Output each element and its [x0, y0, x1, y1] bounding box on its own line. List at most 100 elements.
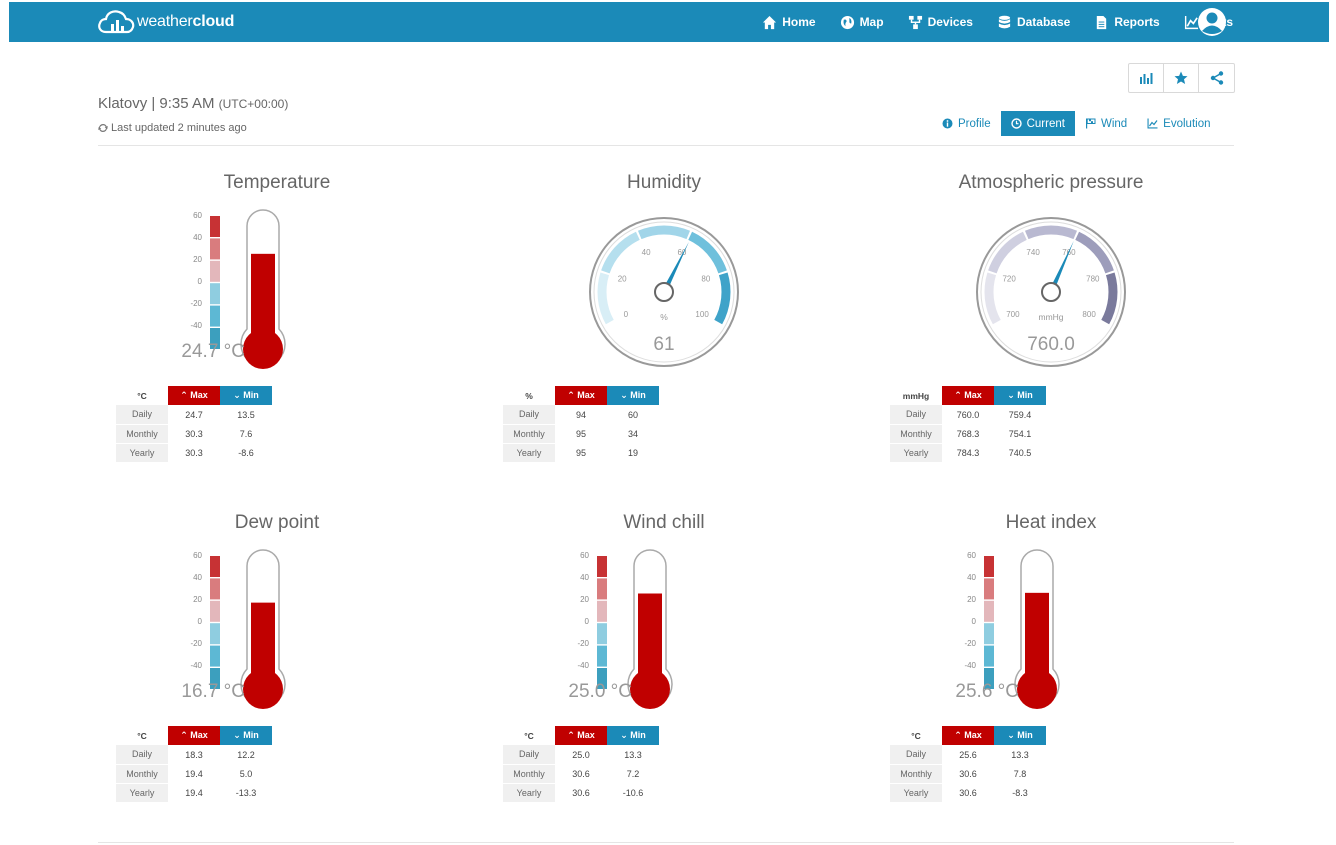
stats-row: Daily 94 60 — [503, 405, 659, 425]
pressure-panel: Atmospheric pressure700720740760780800mm… — [890, 172, 1171, 472]
stats-row-label: Monthly — [503, 764, 555, 784]
stats-row: Daily 25.0 13.3 — [503, 745, 659, 765]
line-chart-icon — [1184, 15, 1198, 29]
stats-max-value: 95 — [575, 428, 586, 439]
stats-max-header[interactable]: ⌃ Max — [168, 386, 220, 405]
gauge-band — [984, 272, 1001, 325]
stats-row: Monthly 95 34 — [503, 424, 659, 444]
stats-min-value: 7.2 — [626, 768, 640, 779]
stats-min-header[interactable]: ⌄ Min — [994, 726, 1046, 745]
stats-max-value: 25.0 — [572, 749, 590, 760]
min-label: Min — [243, 390, 259, 400]
view-tabs: Profile Current Wind Evolution — [932, 111, 1220, 136]
scale-band — [597, 645, 607, 667]
scale-band — [210, 238, 220, 260]
scale-tick-label: 20 — [580, 595, 589, 604]
stats-max-value: 30.3 — [185, 428, 203, 439]
scale-tick-label: -40 — [577, 661, 589, 670]
stats-row-label: Daily — [503, 405, 555, 425]
nav-map[interactable]: Map — [840, 15, 884, 30]
scale-tick-label: 20 — [193, 255, 202, 264]
chevron-up-icon: ⌃ — [567, 730, 575, 740]
stats-header-row: °C ⌃ Max ⌄ Min — [116, 386, 272, 405]
windchill-panel: Wind chill 60 40 20 0 -20 -40 25.0 °C °C ⌃ Max ⌄ M… — [503, 512, 784, 812]
favorite-button[interactable] — [1164, 64, 1199, 92]
scale-band — [597, 578, 607, 600]
stats-header-row: °C ⌃ Max ⌄ Min — [503, 726, 659, 745]
heatindex-title: Heat index — [1005, 512, 1097, 533]
share-button[interactable] — [1199, 64, 1234, 92]
stats-min-value: 13.3 — [1011, 749, 1029, 760]
stats-row: Daily 18.3 12.2 — [116, 745, 272, 765]
stats-row-label: Monthly — [116, 764, 168, 784]
humidity-stats-table: % ⌃ Max ⌄ Min Daily 94 60 Monthly 95 34 Yearly 95 1… — [503, 386, 659, 463]
stats-max-header[interactable]: ⌃ Max — [555, 726, 607, 745]
stats-min-value: 13.5 — [237, 409, 255, 420]
nav-devices[interactable]: Devices — [908, 15, 973, 30]
stats-min-header[interactable]: ⌄ Min — [994, 386, 1046, 405]
stats-unit: °C — [137, 730, 147, 741]
stats-row: Monthly 30.6 7.2 — [503, 764, 659, 784]
tab-profile[interactable]: Profile — [932, 111, 1001, 136]
stats-max-value: 19.4 — [185, 768, 203, 779]
user-avatar-icon[interactable] — [1197, 7, 1227, 37]
stats-max-value: 18.3 — [185, 749, 203, 760]
tab-evolution[interactable]: Evolution — [1137, 111, 1220, 136]
stats-unit: °C — [524, 730, 534, 741]
brand-logo[interactable]: weathercloud — [97, 8, 234, 36]
scale-band — [597, 556, 607, 577]
nav-reports[interactable]: Reports — [1094, 15, 1160, 30]
stats-row-label: Yearly — [890, 783, 942, 803]
pressure-title: Atmospheric pressure — [958, 172, 1144, 193]
scale-tick-label: 40 — [193, 233, 202, 242]
stats-max-value: 94 — [575, 409, 586, 420]
stats-unit: °C — [911, 730, 921, 741]
gauge-tick-label: 80 — [701, 274, 710, 283]
stats-row-label: Yearly — [503, 443, 555, 463]
stats-row-label: Monthly — [890, 764, 942, 784]
tab-current[interactable]: Current — [1000, 111, 1075, 136]
scale-tick-label: -40 — [190, 661, 202, 670]
tab-wind[interactable]: Wind — [1075, 111, 1137, 136]
stats-max-header[interactable]: ⌃ Max — [942, 386, 994, 405]
stats-max-value: 24.7 — [185, 409, 203, 420]
thermometer-fill — [1025, 592, 1049, 684]
stats-min-header[interactable]: ⌄ Min — [220, 386, 272, 405]
gauge-tick-label: 60 — [677, 248, 686, 257]
stats-min-header[interactable]: ⌄ Min — [220, 726, 272, 745]
gauge-band — [688, 231, 727, 274]
stats-min-header[interactable]: ⌄ Min — [607, 726, 659, 745]
gauge-tick-label: 720 — [1002, 274, 1016, 283]
scale-tick-label: 0 — [585, 617, 590, 626]
chevron-up-icon: ⌃ — [180, 730, 188, 740]
stats-max-header[interactable]: ⌃ Max — [168, 726, 220, 745]
scale-band — [984, 623, 994, 645]
gauge-band — [988, 231, 1027, 274]
scale-band — [210, 328, 220, 349]
scale-band — [210, 556, 220, 577]
chevron-up-icon: ⌃ — [954, 390, 962, 400]
heatindex-value: 25.6 °C — [955, 681, 1019, 702]
gauge-band — [1101, 272, 1118, 325]
stats-row-label: Monthly — [890, 424, 942, 444]
pressure-stats-table: mmHg ⌃ Max ⌄ Min Daily 760.0 759.4 Monthly 768.… — [890, 386, 1046, 463]
stats-row-label: Daily — [116, 405, 168, 425]
gauge-hub — [1041, 282, 1061, 302]
stats-max-header[interactable]: ⌃ Max — [942, 726, 994, 745]
nav-database[interactable]: Database — [997, 15, 1070, 30]
gauge-tick-label: 800 — [1082, 310, 1096, 319]
stats-row-label: Monthly — [503, 424, 555, 444]
max-label: Max — [190, 390, 208, 400]
stats-max-header[interactable]: ⌃ Max — [555, 386, 607, 405]
gauge-tick-label: 20 — [618, 274, 627, 283]
nav-home[interactable]: Home — [762, 15, 816, 30]
cloud-logo-icon — [98, 10, 135, 34]
stats-row-label: Daily — [116, 745, 168, 765]
scale-tick-label: 60 — [193, 211, 202, 220]
scale-band — [210, 260, 220, 282]
stats-min-header[interactable]: ⌄ Min — [607, 386, 659, 405]
charts-button[interactable] — [1129, 64, 1164, 92]
stats-unit: % — [525, 390, 533, 401]
gauge-tick-label: 780 — [1086, 274, 1100, 283]
chevron-up-icon: ⌃ — [567, 390, 575, 400]
